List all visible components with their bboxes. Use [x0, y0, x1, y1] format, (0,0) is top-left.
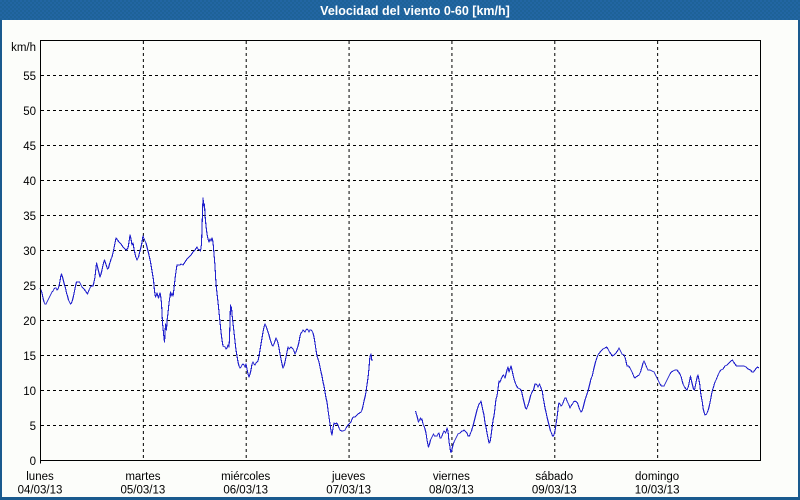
svg-text:lunes: lunes — [26, 471, 54, 483]
svg-text:55: 55 — [23, 71, 36, 83]
svg-text:04/03/13: 04/03/13 — [18, 485, 63, 497]
svg-text:35: 35 — [23, 211, 36, 223]
svg-text:06/03/13: 06/03/13 — [223, 485, 268, 497]
svg-text:martes: martes — [125, 471, 160, 483]
svg-text:Velocidad del viento 0-60 [km/: Velocidad del viento 0-60 [km/h] — [320, 4, 510, 18]
svg-text:sábado: sábado — [535, 471, 573, 483]
svg-text:domingo: domingo — [635, 471, 679, 483]
svg-text:20: 20 — [23, 316, 36, 328]
svg-text:08/03/13: 08/03/13 — [429, 485, 474, 497]
svg-text:30: 30 — [23, 246, 36, 258]
svg-text:10: 10 — [23, 386, 36, 398]
svg-text:0: 0 — [30, 456, 36, 468]
svg-text:miércoles: miércoles — [221, 471, 270, 483]
svg-text:07/03/13: 07/03/13 — [326, 485, 371, 497]
svg-text:09/03/13: 09/03/13 — [532, 485, 577, 497]
svg-text:jueves: jueves — [331, 471, 365, 483]
svg-text:40: 40 — [23, 176, 36, 188]
svg-text:50: 50 — [23, 106, 36, 118]
svg-text:15: 15 — [23, 351, 36, 363]
svg-text:05/03/13: 05/03/13 — [121, 485, 166, 497]
svg-text:25: 25 — [23, 281, 36, 293]
svg-text:5: 5 — [30, 421, 36, 433]
svg-text:45: 45 — [23, 141, 36, 153]
svg-text:km/h: km/h — [11, 42, 36, 54]
svg-text:10/03/13: 10/03/13 — [635, 485, 680, 497]
svg-text:viernes: viernes — [433, 471, 470, 483]
